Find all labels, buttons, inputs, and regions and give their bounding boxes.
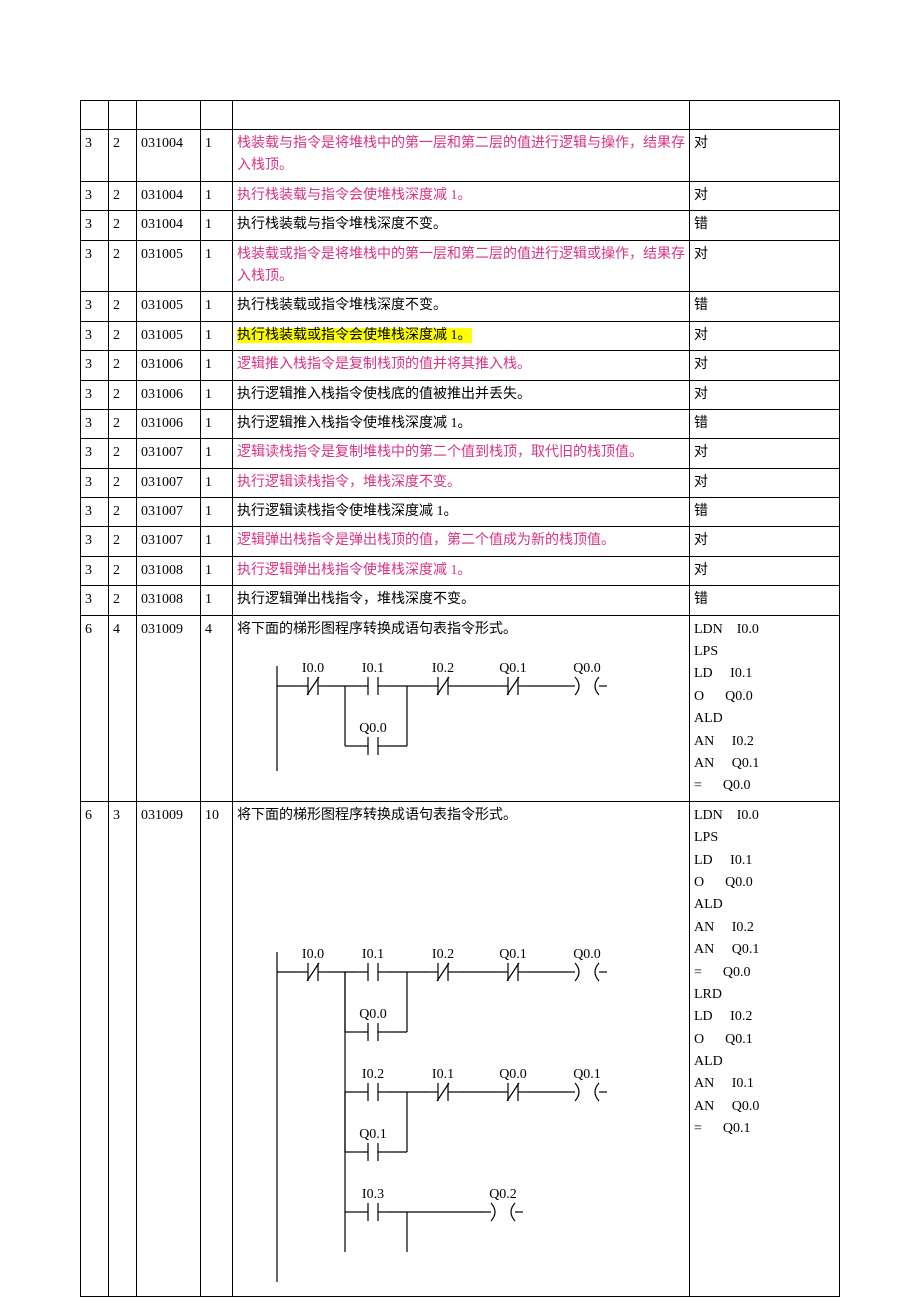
table-row: 320310071执行逻辑读栈指令使堆栈深度减 1。错 xyxy=(81,498,840,527)
table-row: 320310041执行栈装载与指令会使堆栈深度减 1。对 xyxy=(81,181,840,210)
svg-text:I0.0: I0.0 xyxy=(302,661,324,676)
question-table: 320310041栈装载与指令是将堆栈中的第一层和第二层的值进行逻辑与操作，结果… xyxy=(80,100,840,1297)
table-row-ladder: 640310094将下面的梯形图程序转换成语句表指令形式。I0.0I0.1I0.… xyxy=(81,615,840,801)
table-row: 320310081执行逻辑弹出栈指令，堆栈深度不变。错 xyxy=(81,586,840,615)
table-row: 320310071执行逻辑读栈指令，堆栈深度不变。对 xyxy=(81,468,840,497)
table-row: 320310061执行逻辑推入栈指令使堆栈深度减 1。错 xyxy=(81,409,840,438)
table-row: 320310081执行逻辑弹出栈指令使堆栈深度减 1。对 xyxy=(81,556,840,585)
svg-text:I0.3: I0.3 xyxy=(362,1187,384,1202)
svg-text:Q0.0: Q0.0 xyxy=(499,1067,527,1082)
table-row xyxy=(81,101,840,130)
table-row: 320310071逻辑读栈指令是复制堆栈中的第二个值到栈顶，取代旧的栈顶值。对 xyxy=(81,439,840,468)
svg-text:I0.0: I0.0 xyxy=(302,947,324,962)
svg-text:Q0.1: Q0.1 xyxy=(359,1127,387,1142)
svg-text:Q0.1: Q0.1 xyxy=(499,947,527,962)
ladder-diagram: I0.0 I0.1 I0.2 Q0.1 Q0.0 Q0.0 xyxy=(267,651,647,781)
svg-text:Q0.1: Q0.1 xyxy=(573,1067,601,1082)
stl-answer: LDN I0.0LPSLD I0.1O Q0.0ALDAN I0.2AN Q0.… xyxy=(690,615,840,801)
table-row: 320310041执行栈装载与指令堆栈深度不变。错 xyxy=(81,211,840,240)
table-row: 320310051栈装载或指令是将堆栈中的第一层和第二层的值进行逻辑或操作，结果… xyxy=(81,240,840,292)
table-row-ladder: 6303100910将下面的梯形图程序转换成语句表指令形式。I0.0I0.1I0… xyxy=(81,801,840,1296)
svg-text:Q0.0: Q0.0 xyxy=(359,1007,387,1022)
table-row: 320310071逻辑弹出栈指令是弹出栈顶的值，第二个值成为新的栈顶值。对 xyxy=(81,527,840,556)
table-row: 320310041栈装载与指令是将堆栈中的第一层和第二层的值进行逻辑与操作，结果… xyxy=(81,130,840,182)
ladder-diagram: I0.0 I0.1 I0.2 Q0.1 Q0.0 Q0.0 I0.2 I0.1 Q0.0 Q0.1… xyxy=(267,937,647,1287)
svg-text:Q0.2: Q0.2 xyxy=(489,1187,517,1202)
svg-text:I0.1: I0.1 xyxy=(362,661,384,676)
table-row: 320310051执行栈装载或指令会使堆栈深度减 1。对 xyxy=(81,321,840,350)
table-row: 320310051执行栈装载或指令堆栈深度不变。错 xyxy=(81,292,840,321)
svg-text:I0.1: I0.1 xyxy=(432,1067,454,1082)
svg-text:I0.2: I0.2 xyxy=(362,1067,384,1082)
svg-text:I0.2: I0.2 xyxy=(432,947,454,962)
svg-text:Q0.0: Q0.0 xyxy=(359,721,387,736)
svg-text:Q0.1: Q0.1 xyxy=(499,661,527,676)
stl-answer: LDN I0.0LPSLD I0.1O Q0.0ALDAN I0.2AN Q0.… xyxy=(690,801,840,1296)
table-row: 320310061执行逻辑推入栈指令使栈底的值被推出并丢失。对 xyxy=(81,380,840,409)
svg-text:I0.1: I0.1 xyxy=(362,947,384,962)
svg-text:Q0.0: Q0.0 xyxy=(573,947,601,962)
svg-text:Q0.0: Q0.0 xyxy=(573,661,601,676)
page: 320310041栈装载与指令是将堆栈中的第一层和第二层的值进行逻辑与操作，结果… xyxy=(0,0,920,1302)
table-row: 320310061逻辑推入栈指令是复制栈顶的值并将其推入栈。对 xyxy=(81,351,840,380)
svg-text:I0.2: I0.2 xyxy=(432,661,454,676)
